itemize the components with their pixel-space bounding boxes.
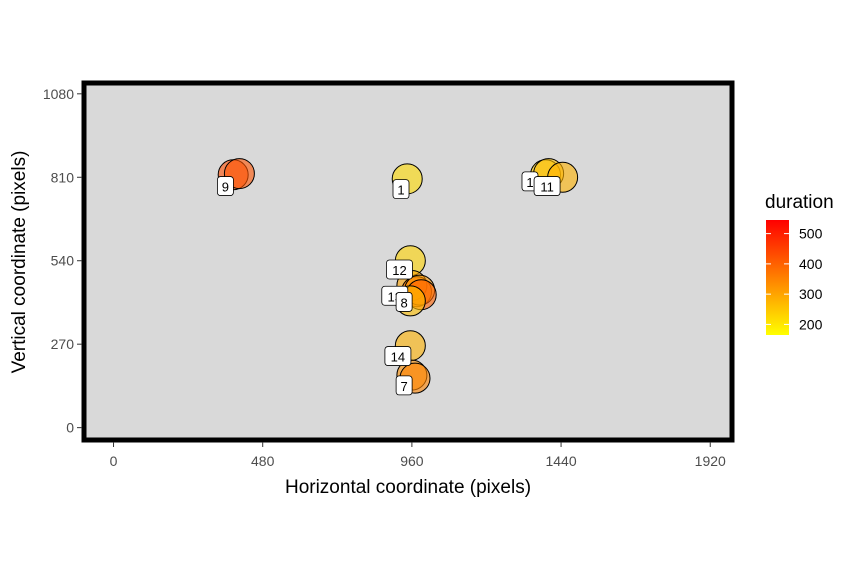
legend-colorbar	[766, 220, 789, 335]
point-label-text: 14	[391, 350, 405, 365]
y-tick-label: 270	[51, 336, 75, 352]
point-label-text: 11	[540, 180, 554, 195]
point-label: 14	[384, 346, 412, 366]
point-label-text: 12	[392, 263, 406, 278]
point-label: 9	[217, 176, 234, 196]
point-label: 12	[386, 259, 413, 280]
legend-tick-label: 200	[799, 316, 823, 332]
point-label-box	[533, 176, 561, 196]
legend-tick-label: 300	[799, 286, 823, 302]
point-label-box	[384, 346, 412, 366]
legend-tick-label: 500	[799, 226, 823, 242]
x-axis-title: Horizontal coordinate (pixels)	[285, 477, 531, 498]
y-tick-label: 810	[51, 169, 75, 185]
legend-tick-label: 400	[799, 256, 823, 272]
point-label-box	[386, 259, 413, 280]
x-tick-label: 1440	[545, 453, 576, 469]
point-label-text: 9	[222, 180, 229, 195]
point-label-text: 1	[397, 183, 404, 198]
point-label: 7	[395, 375, 413, 396]
x-tick-label: 480	[251, 453, 275, 469]
point-label-box	[395, 375, 413, 396]
x-axis-ticks: 0 480 960 1440 1920	[110, 442, 726, 469]
legend-ticks: 200 300 400 500	[766, 226, 823, 332]
y-tick-label: 0	[66, 420, 74, 436]
legend-title: duration	[765, 192, 834, 213]
point-label-text: 8	[400, 295, 407, 310]
point-label-text: 7	[400, 379, 407, 394]
point-label-box	[217, 176, 234, 196]
y-axis-title: Vertical coordinate (pixels)	[9, 151, 30, 374]
y-tick-label: 540	[51, 253, 75, 269]
point-label-box	[392, 179, 410, 200]
point-label: 8	[395, 292, 413, 312]
point-label-box	[395, 292, 413, 312]
x-tick-label: 0	[110, 453, 118, 469]
y-axis-ticks: 0 270 540 810 1080	[43, 86, 82, 436]
point-label: 11	[533, 176, 561, 196]
point-label-text: 1	[526, 175, 533, 190]
y-tick-label: 1080	[43, 86, 74, 102]
x-tick-label: 1920	[695, 453, 726, 469]
x-tick-label: 960	[400, 453, 424, 469]
point-label: 1	[392, 179, 410, 200]
